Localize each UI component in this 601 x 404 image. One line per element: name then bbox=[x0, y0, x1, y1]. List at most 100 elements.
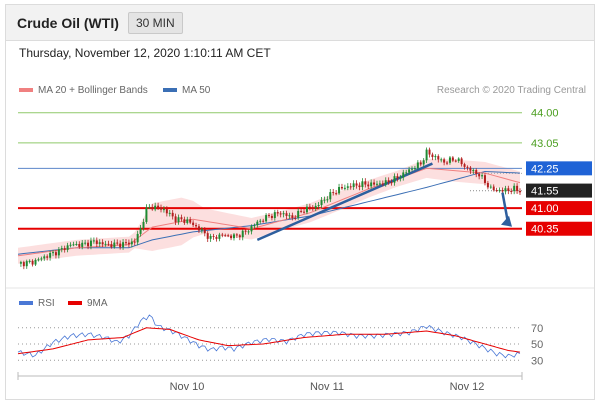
candle-body bbox=[481, 175, 484, 177]
level-label-40.35: 40.35 bbox=[531, 224, 559, 236]
candle-body bbox=[186, 219, 189, 223]
ma50-line bbox=[17, 170, 521, 255]
candle-body bbox=[390, 182, 393, 184]
candle-body bbox=[209, 235, 212, 239]
rsi-tick-50: 50 bbox=[531, 339, 543, 351]
candle-body bbox=[195, 225, 198, 227]
candle-body bbox=[305, 206, 308, 213]
candle-body bbox=[291, 215, 294, 218]
candle-body bbox=[19, 262, 22, 264]
candle-body bbox=[466, 166, 469, 168]
rsi-tick-30: 30 bbox=[531, 355, 543, 367]
candle-body bbox=[519, 191, 521, 193]
candle-body bbox=[162, 209, 165, 211]
candle-body bbox=[469, 167, 472, 171]
candle-body bbox=[437, 156, 440, 160]
candle-body bbox=[507, 188, 510, 191]
candle-body bbox=[273, 212, 276, 219]
candle-body bbox=[510, 190, 513, 192]
candle-body bbox=[107, 243, 110, 245]
candle-body bbox=[145, 207, 148, 222]
level-box-40.35 bbox=[526, 221, 592, 236]
legend-ma20-swatch bbox=[19, 88, 33, 92]
chart-credit: Research © 2020 Trading Central bbox=[437, 85, 586, 96]
candle-body bbox=[151, 207, 154, 210]
candle-body bbox=[265, 215, 268, 222]
candle-body bbox=[244, 230, 247, 232]
candle-body bbox=[46, 256, 49, 258]
candle-body bbox=[92, 240, 95, 242]
candle-body bbox=[297, 210, 300, 218]
candle-body bbox=[218, 234, 221, 239]
candle-body bbox=[160, 207, 163, 210]
candle-body bbox=[259, 220, 262, 222]
candle-body bbox=[448, 157, 451, 163]
candle-body bbox=[489, 186, 492, 188]
instrument-title: Crude Oil (WTI) bbox=[17, 15, 119, 31]
candle-body bbox=[431, 154, 434, 157]
candle-body bbox=[276, 212, 279, 214]
candle-body bbox=[104, 243, 107, 245]
candle-body bbox=[130, 241, 133, 245]
candle-body bbox=[37, 259, 40, 261]
candle-body bbox=[241, 230, 244, 238]
legend-ma50-swatch bbox=[163, 88, 177, 92]
candle-body bbox=[110, 244, 113, 248]
candle-body bbox=[358, 185, 361, 188]
legend-ma20-label: MA 20 + Bollinger Bands bbox=[38, 85, 148, 96]
candle-body bbox=[63, 248, 66, 250]
candle-body bbox=[174, 216, 177, 223]
candle-body bbox=[206, 233, 209, 239]
candle-body bbox=[31, 260, 34, 265]
candle-body bbox=[320, 200, 323, 206]
candle-body bbox=[498, 189, 501, 191]
candle-body bbox=[270, 215, 273, 219]
candle-body bbox=[250, 226, 253, 232]
candle-body bbox=[323, 199, 326, 201]
level-label-41.00: 41.00 bbox=[531, 203, 559, 215]
candle-body bbox=[78, 243, 81, 247]
candle-body bbox=[443, 159, 446, 163]
candle-body bbox=[84, 242, 87, 244]
candle-body bbox=[262, 220, 265, 222]
candle-body bbox=[416, 162, 419, 169]
level-label-42.25: 42.25 bbox=[531, 163, 559, 175]
candle-body bbox=[472, 170, 475, 172]
level-label-44.00: 44.00 bbox=[531, 108, 559, 120]
candle-body bbox=[148, 207, 151, 209]
candle-body bbox=[212, 235, 215, 237]
candle-body bbox=[364, 181, 367, 185]
legend-9ma-label: 9MA bbox=[87, 298, 108, 309]
candle-body bbox=[282, 213, 285, 215]
candle-body bbox=[215, 236, 218, 239]
candle-body bbox=[87, 242, 90, 247]
candle-body bbox=[486, 182, 489, 188]
x-tick-label-2: Nov 12 bbox=[450, 381, 485, 393]
candle-body bbox=[373, 182, 376, 185]
candle-body bbox=[192, 222, 195, 226]
candle-body bbox=[513, 185, 516, 192]
candle-body bbox=[69, 244, 72, 246]
candle-body bbox=[116, 242, 119, 244]
candle-body bbox=[303, 211, 306, 213]
candle-body bbox=[422, 160, 425, 165]
candle-body bbox=[408, 169, 411, 173]
candle-body bbox=[495, 190, 498, 192]
candle-body bbox=[326, 199, 329, 201]
candle-body bbox=[399, 177, 402, 179]
rsi-ma-line bbox=[17, 327, 521, 355]
current-price-label: 41.55 bbox=[531, 186, 559, 198]
candle-body bbox=[516, 185, 519, 192]
timeframe-badge[interactable]: 30 MIN bbox=[128, 12, 183, 34]
candle-body bbox=[329, 192, 332, 200]
candle-body bbox=[425, 149, 428, 161]
forecast-arrow-shaft bbox=[501, 192, 510, 223]
candle-body bbox=[361, 181, 364, 188]
candle-body bbox=[402, 172, 405, 178]
candle-body bbox=[227, 235, 230, 237]
candle-body bbox=[235, 234, 238, 236]
current-price-box bbox=[526, 183, 592, 198]
chart-widget: Crude Oil (WTI) 30 MIN Thursday, Novembe… bbox=[5, 4, 595, 400]
candle-body bbox=[238, 235, 241, 238]
